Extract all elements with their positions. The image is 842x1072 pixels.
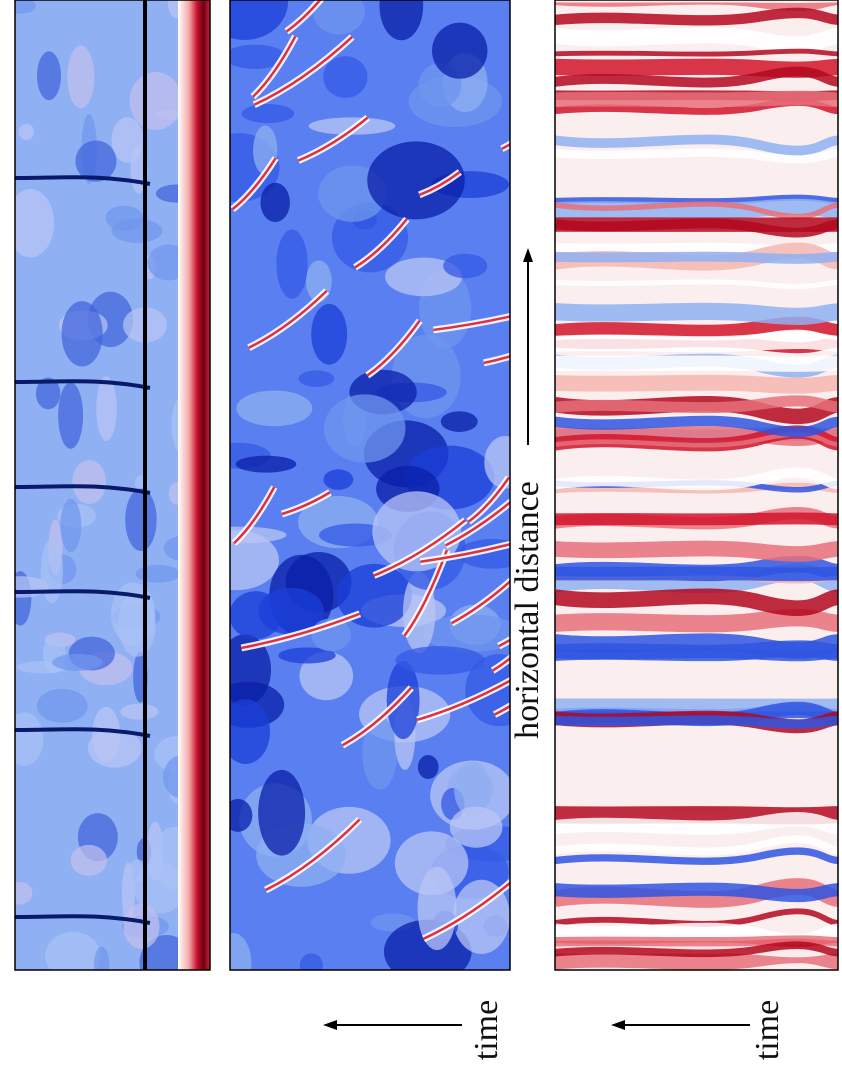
texture-blob <box>432 23 487 79</box>
texture-blob <box>123 904 159 949</box>
texture-blob <box>236 390 312 426</box>
texture-blob <box>323 469 353 490</box>
texture-blob <box>45 932 101 980</box>
texture-blob <box>8 882 33 905</box>
left-panel <box>0 0 210 991</box>
texture-blob <box>300 953 323 976</box>
texture-blob <box>215 933 251 994</box>
texture-blob <box>96 377 116 442</box>
texture-blob <box>94 947 109 982</box>
band <box>555 720 840 724</box>
texture-blob <box>443 254 487 279</box>
band <box>555 549 840 554</box>
texture-blob <box>5 712 43 765</box>
texture-blob <box>71 845 108 876</box>
texture-blob <box>52 654 103 671</box>
band <box>555 573 840 574</box>
texture-blob <box>242 104 294 123</box>
texture-blob <box>19 124 35 140</box>
texture-blob <box>441 411 478 432</box>
axis-label: time <box>749 1000 786 1060</box>
texture-blob <box>260 183 289 222</box>
band <box>555 618 840 624</box>
texture-blob <box>299 370 335 386</box>
page: {"labels": {"horizontal_distance": "hori… <box>0 0 842 1072</box>
band <box>555 35 840 44</box>
axis-label: time <box>468 1000 505 1060</box>
right-panel <box>555 0 840 970</box>
texture-blob <box>418 755 439 779</box>
texture-blob <box>92 707 120 762</box>
band <box>555 98 840 100</box>
axis-label: horizontal distance <box>509 481 546 739</box>
arrowhead <box>523 248 533 262</box>
texture-blob <box>258 770 305 856</box>
texture-blob <box>62 301 103 366</box>
texture-blob <box>276 229 307 298</box>
texture-blob <box>37 51 61 100</box>
band <box>555 51 840 54</box>
band <box>555 518 840 519</box>
boundary-layer <box>178 0 210 970</box>
texture-blob <box>60 499 81 552</box>
texture-blob <box>323 56 367 98</box>
texture-blob <box>105 206 143 231</box>
texture-blob <box>67 45 94 108</box>
texture-blob <box>236 456 297 473</box>
band <box>555 889 840 895</box>
texture-blob <box>450 807 503 848</box>
texture-blob <box>135 565 180 583</box>
texture-blob <box>324 394 406 462</box>
texture-blob <box>396 646 485 675</box>
texture-blob <box>125 489 156 551</box>
texture-blob <box>120 704 158 720</box>
texture-blob <box>58 382 83 448</box>
texture-blob <box>72 460 106 504</box>
texture-blob <box>130 72 182 130</box>
band <box>555 341 840 344</box>
band <box>555 311 840 316</box>
texture-blob <box>223 799 252 832</box>
texture-blob <box>37 689 88 723</box>
band <box>555 363 840 364</box>
arrowhead <box>323 1020 337 1030</box>
texture-blob <box>41 539 63 603</box>
texture-blob <box>7 189 55 257</box>
figure: horizontal distance time time <box>0 0 842 1072</box>
band <box>555 649 840 653</box>
texture-blob <box>311 304 347 365</box>
band <box>555 257 840 259</box>
arrowhead <box>611 1020 625 1030</box>
band <box>555 383 840 386</box>
texture-blob <box>221 699 270 764</box>
